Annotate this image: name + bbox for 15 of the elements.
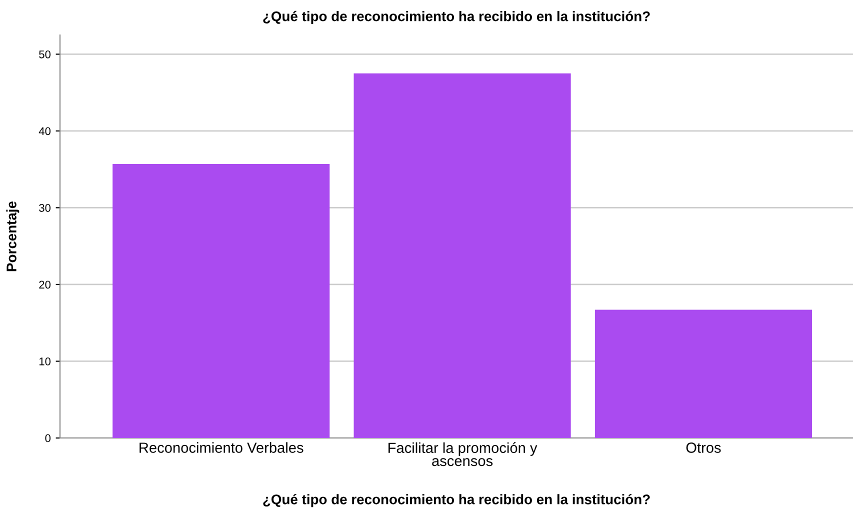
bar: [594, 310, 812, 438]
bar: [112, 164, 330, 438]
y-tick-label: 50: [39, 50, 51, 58]
y-tick-label: 10: [39, 358, 51, 366]
x-tick-label: Facilitar la promoción y ascensos: [388, 442, 538, 466]
x-tick-label: Otros: [686, 442, 721, 453]
x-axis-title: ¿Qué tipo de reconocimiento ha recibido en la institución?: [263, 494, 650, 508]
y-tick-label: 20: [39, 280, 51, 289]
chart-title: ¿Qué tipo de reconocimiento ha recibido en la institución?: [263, 10, 650, 24]
bar: [354, 73, 571, 438]
y-tick-label: 40: [38, 127, 51, 136]
x-tick-label: Reconocimiento Verbales: [140, 442, 304, 453]
y-tick-label: 0: [45, 434, 51, 442]
y-axis-title: Porcentaje: [6, 201, 20, 272]
y-tick-label: 30: [39, 204, 51, 212]
